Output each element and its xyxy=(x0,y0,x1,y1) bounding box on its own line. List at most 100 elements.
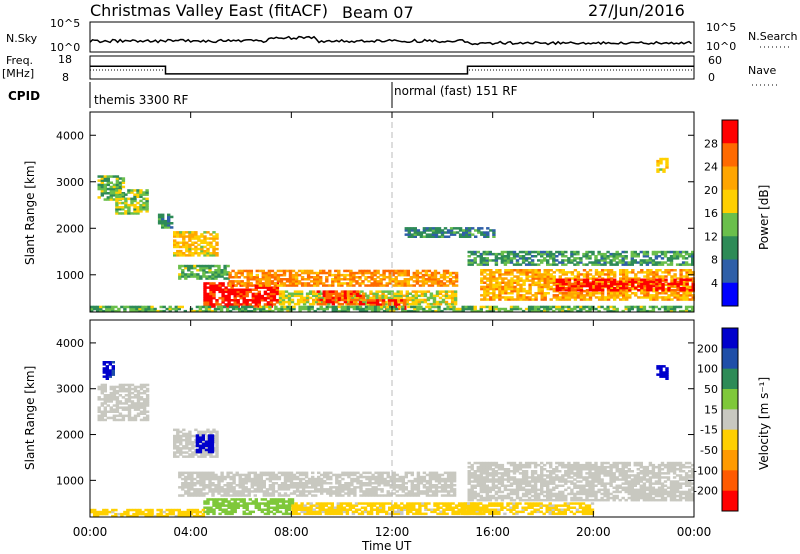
power-cell xyxy=(646,296,650,299)
power-cell xyxy=(684,252,689,256)
velocity-cell xyxy=(307,477,312,481)
power-cell xyxy=(206,303,210,306)
cpid-segment-1: themis 3300 RF xyxy=(94,93,188,107)
power-cell xyxy=(428,309,432,313)
velocity-cell xyxy=(233,498,237,501)
power-cell xyxy=(667,296,671,299)
power-cell xyxy=(127,197,131,201)
power-cell xyxy=(447,290,452,293)
velocity-cell xyxy=(332,490,336,493)
power-cell xyxy=(184,273,188,276)
power-cell xyxy=(108,307,112,311)
power-cell xyxy=(173,252,177,255)
power-cell xyxy=(269,296,274,300)
velocity-cell xyxy=(197,455,201,458)
power-cell xyxy=(394,299,398,302)
velocity-cell xyxy=(259,490,263,493)
power-cell xyxy=(630,263,634,266)
power-cell xyxy=(663,305,668,309)
velocity-cell xyxy=(218,498,222,501)
power-cell xyxy=(118,195,122,198)
power-cell xyxy=(214,269,218,272)
power-cell xyxy=(115,203,119,207)
velocity-cell xyxy=(271,494,276,497)
velocity-cell xyxy=(335,490,339,493)
velocity-cell xyxy=(210,436,215,439)
velocity-cell xyxy=(292,492,297,495)
power-cell xyxy=(226,277,230,280)
power-cell xyxy=(382,309,387,313)
power-cell xyxy=(503,261,508,264)
power-cell xyxy=(473,250,477,254)
power-cell xyxy=(594,296,599,299)
power-cell xyxy=(167,215,171,219)
power-cell xyxy=(655,294,659,297)
velocity-cell xyxy=(248,502,252,505)
power-cell xyxy=(308,302,313,306)
power-region xyxy=(228,269,459,287)
power-cell xyxy=(594,271,599,274)
velocity-cell xyxy=(359,482,363,485)
velocity-cell xyxy=(440,494,445,497)
power-cell xyxy=(433,271,438,275)
power-cell xyxy=(498,289,502,293)
power-cell xyxy=(369,303,374,306)
power-cell xyxy=(436,280,441,283)
power-cell xyxy=(121,197,125,201)
power-cell xyxy=(136,210,140,213)
velocity-cell xyxy=(214,473,218,477)
velocity-cell xyxy=(383,479,387,483)
velocity-cell xyxy=(103,385,107,389)
power-cell xyxy=(191,247,195,251)
velocity-cell xyxy=(103,396,107,399)
power-cell xyxy=(400,269,404,273)
power-cell xyxy=(376,271,380,275)
power-cell xyxy=(263,290,268,294)
velocity-cell xyxy=(266,512,271,516)
power-cell xyxy=(325,296,329,300)
power-cell xyxy=(654,255,659,258)
power-cell xyxy=(386,307,390,311)
power-cell xyxy=(266,292,271,296)
velocity-cell xyxy=(191,440,195,444)
freq-frame xyxy=(89,55,695,80)
power-cell xyxy=(663,255,668,258)
power-cell xyxy=(100,189,104,193)
velocity-cell xyxy=(354,502,359,505)
power-cell xyxy=(135,309,139,313)
velocity-cell xyxy=(311,477,315,481)
power-cell xyxy=(108,309,112,313)
velocity-cell xyxy=(375,510,380,514)
power-cell xyxy=(124,212,128,215)
power-cell xyxy=(393,294,397,298)
power-cell xyxy=(495,279,499,282)
velocity-cell xyxy=(431,492,436,495)
velocity-cell xyxy=(133,396,138,399)
velocity-cell xyxy=(386,475,390,479)
power-cell xyxy=(407,227,411,230)
power-cell xyxy=(284,300,289,304)
velocity-cell xyxy=(239,504,243,507)
velocity-cell xyxy=(241,473,245,477)
power-cell xyxy=(471,233,475,236)
power-cell xyxy=(549,250,553,254)
velocity-cell xyxy=(112,396,117,399)
power-cell xyxy=(446,235,451,238)
power-cell xyxy=(240,271,244,275)
power-cell xyxy=(537,250,541,254)
velocity-cell xyxy=(354,504,359,507)
power-cell xyxy=(394,280,398,283)
velocity-cell xyxy=(124,387,129,391)
power-cell xyxy=(156,309,160,313)
velocity-cell xyxy=(232,488,236,491)
velocity-cell xyxy=(327,508,331,511)
velocity-cell xyxy=(115,406,120,409)
power-cell xyxy=(645,309,650,313)
power-cell xyxy=(349,284,353,287)
colorbar-swatch xyxy=(722,166,738,191)
power-cell xyxy=(509,257,514,260)
power-cell xyxy=(267,282,272,285)
power-cell xyxy=(492,289,496,293)
power-cell xyxy=(251,288,255,291)
power-cell xyxy=(504,273,508,276)
